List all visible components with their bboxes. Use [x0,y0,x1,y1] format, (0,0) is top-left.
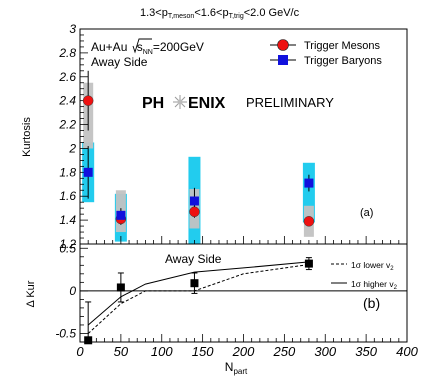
x-tick-label: 200 [232,344,255,359]
x-tick-label: 250 [273,344,296,359]
top-data-marks [82,70,315,227]
x-tick-label: 400 [396,344,418,359]
top-panel: 1.2 1.4 1.6 1.8 2 2.2 2.4 2.6 2.8 3 Kurtosis Au+A… [21,22,408,251]
x-tick-label: 100 [151,344,173,359]
x-tick-label: 150 [192,344,214,359]
bottom-panel-title: Away Side [165,252,222,266]
top-y-tick-label: 2.2 [58,118,76,132]
baryon-point [304,178,314,188]
bottom-panel: -0.500.50 50 100 150 200 250 300 350 400 Δ Kur A… [25,241,419,376]
meson-point [82,95,94,106]
x-tick-label: 50 [114,344,129,359]
top-y-tick-label: 1.8 [59,165,76,179]
bottom-curves [87,261,309,334]
lower-v2-curve [87,264,309,334]
delta-kur-point [190,279,199,288]
top-y-tick-label: 2 [68,141,76,155]
legend-higher-v2-label: 1σ higher v2 [351,279,398,291]
top-y-tick-label: 2.4 [58,94,76,108]
figure-title: 1.3<pT,meson<1.6<pT,trig<2.0 GeV/c [140,7,300,20]
higher-v2-curve [87,261,309,326]
bottom-y-tick-label: -0.5 [55,326,76,340]
bottom-y-tick-label: 0 [69,284,76,298]
x-tick-label: 0 [76,344,84,359]
top-y-tick-label: 2.6 [58,70,76,84]
bottom-data-marks [84,257,313,345]
delta-kur-point [84,336,93,345]
sqrt-symbol [132,38,152,54]
top-y-tick-label: 1.6 [59,189,76,203]
bottom-panel-tag: (b) [363,295,380,311]
bottom-y-axis-title: Δ Kur [25,280,37,307]
phenix-logo-text-left: PH [142,95,164,112]
legend-mesons-marker [277,39,289,51]
legend-lower-v2-label: 1σ lower v2 [351,260,394,272]
top-y-axis-title: Kurtosis [21,117,33,157]
legend-baryons-marker [278,55,288,65]
phenix-logo-text-right: ENIX [188,95,226,112]
x-axis-title: Npart [225,360,248,376]
x-tick-label: 350 [355,344,377,359]
delta-kur-point [304,259,313,268]
bottom-axes: -0.500.50 50 100 150 200 250 300 350 400 [55,241,418,359]
delta-kur-point [116,283,125,292]
bottom-legend: 1σ lower v2 1σ higher v2 [331,260,398,291]
system-label: Au+Au sNN=200GeV [91,40,204,56]
legend-mesons-label: Trigger Mesons [304,40,381,52]
preliminary-label: PRELIMINARY [246,95,334,110]
meson-point [189,206,200,217]
meson-point [303,216,315,227]
top-y-axis: 1.2 1.4 1.6 1.8 2 2.2 2.4 2.6 2.8 3 [58,22,408,251]
top-y-tick-label: 1.2 [59,237,76,251]
phoenix-star-icon [173,95,187,109]
top-panel-tag: (a) [360,207,373,219]
legend-baryons-label: Trigger Baryons [304,55,382,67]
side-label: Away Side [91,55,148,69]
phenix-logo: PH ENIX [142,95,226,112]
bottom-y-tick-label: 0.5 [59,241,76,255]
top-y-tick-label: 3 [69,22,76,36]
baryon-point [116,210,126,220]
top-y-tick-label: 1.4 [59,213,76,227]
baryon-point [83,167,93,177]
top-y-tick-label: 2.8 [58,46,76,60]
baryon-point [189,196,199,206]
x-tick-label: 300 [314,344,336,359]
top-legend: Trigger Mesons Trigger Baryons [270,39,382,67]
